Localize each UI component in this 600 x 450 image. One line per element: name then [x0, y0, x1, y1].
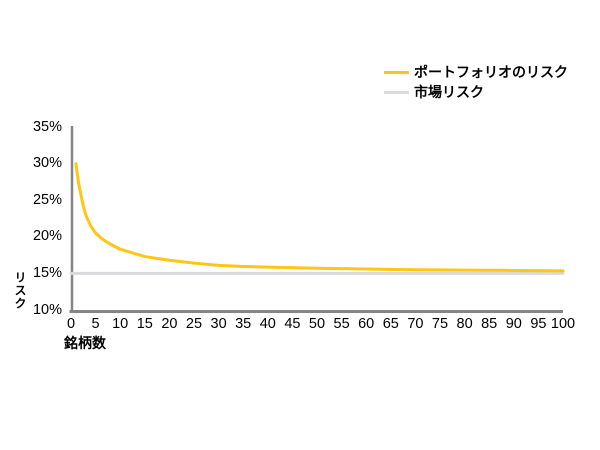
- x-tick-label: 65: [382, 316, 399, 332]
- legend-line-swatch-portfolio: [384, 71, 409, 75]
- x-tick-label: 20: [161, 316, 178, 332]
- legend: ポートフォリオのリスク 市場リスク: [384, 63, 568, 102]
- x-tick-label: 80: [456, 316, 473, 332]
- x-tick-label: 0: [66, 316, 76, 332]
- portfolio-risk-curve: [74, 162, 565, 273]
- y-axis-title: リスク: [13, 271, 27, 310]
- x-axis-title: 銘柄数: [64, 335, 106, 351]
- y-tick-label: 25%: [32, 191, 62, 208]
- legend-label-portfolio: ポートフォリオのリスク: [414, 64, 568, 80]
- x-tick-label: 35: [235, 316, 252, 332]
- x-tick-label: 50: [308, 316, 326, 332]
- x-tick-label: 25: [185, 316, 203, 332]
- legend-item-market-risk: 市場リスク: [384, 83, 568, 103]
- y-tick-label: 15%: [32, 264, 62, 281]
- y-tick-label: 10%: [32, 301, 62, 318]
- legend-line-swatch-market: [384, 90, 409, 94]
- x-tick-label: 100: [550, 316, 576, 332]
- x-tick-label: 60: [358, 316, 375, 332]
- x-tick-label: 95: [530, 316, 547, 332]
- x-tick-label: 30: [210, 316, 227, 332]
- x-tick-label: 40: [259, 316, 276, 332]
- y-tick-label: 35%: [32, 118, 62, 135]
- legend-label-market: 市場リスク: [414, 83, 484, 100]
- legend-item-portfolio-risk: ポートフォリオのリスク: [384, 63, 568, 83]
- y-tick-label: 20%: [32, 228, 62, 245]
- y-tick-label: 30%: [32, 155, 62, 172]
- x-tick-label: 45: [284, 316, 301, 332]
- x-tick-label: 10: [112, 316, 129, 332]
- x-tick-label: 55: [333, 316, 350, 332]
- x-tick-label: 15: [136, 316, 153, 332]
- x-tick-label: 75: [431, 316, 449, 332]
- x-tick-label: 5: [91, 316, 100, 332]
- x-tick-label: 90: [505, 316, 522, 332]
- x-tick-label: 85: [481, 316, 498, 332]
- x-tick-label: 70: [407, 316, 424, 332]
